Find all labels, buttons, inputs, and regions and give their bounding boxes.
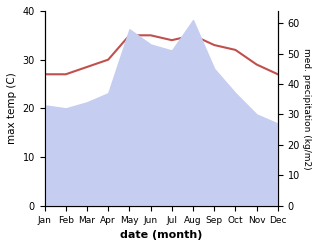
X-axis label: date (month): date (month) — [120, 230, 203, 240]
Y-axis label: med. precipitation (kg/m2): med. precipitation (kg/m2) — [302, 48, 311, 169]
Y-axis label: max temp (C): max temp (C) — [7, 72, 17, 144]
